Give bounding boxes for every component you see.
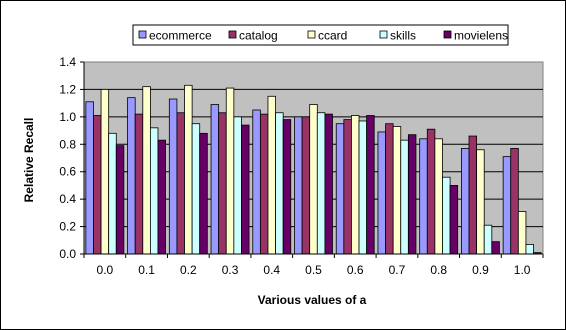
x-tick-label: 0.9 <box>472 263 489 277</box>
y-tick-label: 0.6 <box>59 165 76 179</box>
bar-movielens-0.2 <box>199 132 208 255</box>
bar-ccard-0.1 <box>142 86 151 255</box>
x-tick-label: 0.0 <box>97 263 114 277</box>
bar-ccard-0.5 <box>309 104 318 255</box>
legend-label-ccard: ccard <box>318 29 347 43</box>
axes: 0.0 0.2 0.4 0.6 0.8 1.0 1.2 1.4 0.0 0.1 0.2 0.3 0.4 0… <box>59 55 544 277</box>
legend-label-skills: skills <box>390 29 416 43</box>
x-tick-label: 0.7 <box>389 263 406 277</box>
bar-movielens-0.0 <box>115 145 125 255</box>
bar-catalog-0.8 <box>426 128 436 255</box>
legend-label-movielens: movielens <box>454 29 508 43</box>
x-tick-label: 1.0 <box>514 263 531 277</box>
bar-skills-0.7 <box>400 139 409 255</box>
bar-catalog-0.2 <box>176 112 185 255</box>
bar-catalog-0.1 <box>134 113 144 255</box>
y-tick-label: 0.4 <box>59 192 76 206</box>
bar-skills-0.8 <box>442 176 451 255</box>
bar-ecommerce-0.5 <box>294 116 303 255</box>
bar-skills-0.1 <box>149 127 159 255</box>
bar-skills-0.5 <box>316 112 326 255</box>
bar-skills-0.9 <box>483 224 493 255</box>
bar-ecommerce-0.3 <box>210 104 220 255</box>
bar-skills-0.3 <box>233 116 242 255</box>
bar-movielens-0.3 <box>241 124 250 255</box>
bar-movielens-0.4 <box>282 119 292 255</box>
bar-ccard-1.0 <box>517 211 527 255</box>
bar-ccard-0.9 <box>476 149 485 255</box>
bar-skills-0.2 <box>191 123 201 255</box>
bar-ecommerce-0.8 <box>419 138 428 255</box>
x-tick-label: 0.8 <box>430 263 447 277</box>
bar-ccard-0.7 <box>392 126 402 255</box>
bar-movielens-0.5 <box>324 113 333 255</box>
bar-catalog-0.6 <box>343 119 352 255</box>
x-tick-label: 0.6 <box>347 263 364 277</box>
y-tick-label: 0.8 <box>59 137 76 151</box>
x-tick-label: 0.1 <box>138 263 155 277</box>
bar-ecommerce-0.1 <box>127 97 136 255</box>
bar-skills-1.0 <box>525 243 534 255</box>
bar-ccard-0.4 <box>267 95 276 255</box>
bar-catalog-0.9 <box>468 135 478 255</box>
bar-ecommerce-0.4 <box>252 109 261 255</box>
bar-ccard-0.6 <box>351 115 360 255</box>
bar-ecommerce-0.0 <box>85 101 94 255</box>
y-tick-label: 1.0 <box>59 110 76 124</box>
bar-movielens-0.9 <box>491 241 500 255</box>
legend-swatch-movielens <box>443 30 452 39</box>
legend-box <box>132 24 509 46</box>
bar-movielens-0.8 <box>449 185 459 255</box>
legend-swatch-skills <box>379 30 388 39</box>
legend-swatch-ecommerce <box>138 30 147 39</box>
bar-catalog-1.0 <box>510 147 519 255</box>
bar-skills-0.4 <box>275 112 284 255</box>
bar-movielens-0.1 <box>157 139 166 255</box>
legend-swatch-ccard <box>307 30 316 39</box>
bar-ecommerce-1.0 <box>502 156 512 255</box>
bar-ecommerce-0.9 <box>461 147 470 255</box>
legend-label-catalog: catalog <box>239 29 278 43</box>
bar-ecommerce-0.2 <box>168 98 178 255</box>
y-axis-title: Relative Recall <box>22 118 36 203</box>
bar-ccard-0.2 <box>184 84 193 255</box>
x-tick-label: 0.5 <box>305 263 322 277</box>
legend-label-ecommerce: ecommerce <box>149 29 212 43</box>
bar-catalog-0.4 <box>259 113 269 255</box>
x-tick-label: 0.3 <box>222 263 239 277</box>
bar-ccard-0.8 <box>434 138 443 255</box>
bar-movielens-0.7 <box>407 134 417 255</box>
y-tick-label: 1.4 <box>59 55 76 69</box>
y-tick-label: 0.0 <box>59 247 76 261</box>
bar-catalog-0.0 <box>93 115 102 255</box>
legend-swatch-catalog <box>228 30 237 39</box>
y-tick-label: 1.2 <box>59 82 76 96</box>
bar-movielens-0.6 <box>366 115 375 255</box>
x-tick-label: 0.2 <box>180 263 197 277</box>
y-tick-label: 0.2 <box>59 220 76 234</box>
bar-ecommerce-0.7 <box>377 131 386 255</box>
bar-catalog-0.3 <box>218 112 227 255</box>
bar-ccard-0.0 <box>100 89 110 255</box>
x-tick-label: 0.4 <box>263 263 280 277</box>
bar-catalog-0.5 <box>301 116 311 255</box>
bar-ecommerce-0.6 <box>335 123 345 255</box>
bar-skills-0.0 <box>108 132 117 255</box>
bar-catalog-0.7 <box>385 123 394 255</box>
x-axis-title: Various values of a <box>258 293 367 307</box>
bar-skills-0.6 <box>358 120 368 255</box>
bar-ccard-0.3 <box>225 87 235 255</box>
legend: ecommerce catalog ccard skills movielens <box>132 24 509 46</box>
